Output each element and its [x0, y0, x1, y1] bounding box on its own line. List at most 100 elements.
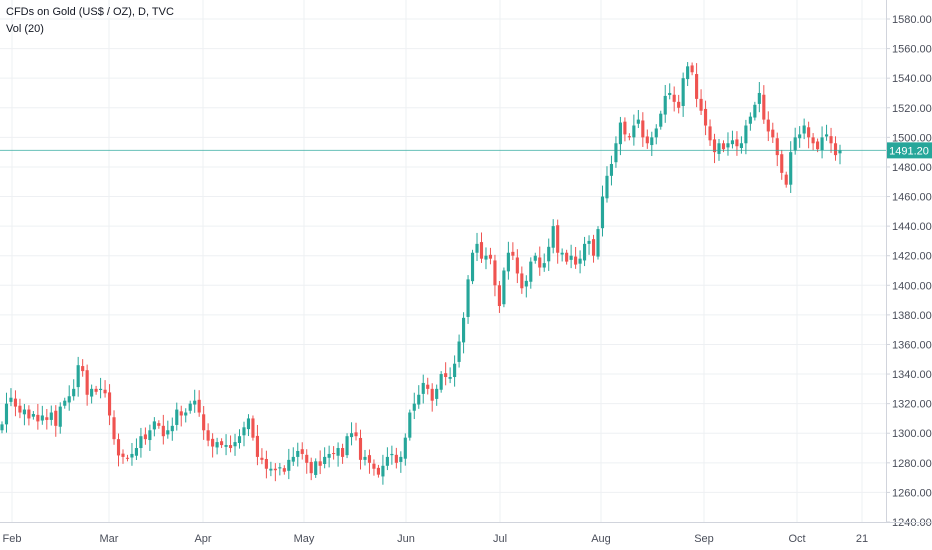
candle[interactable]: [618, 116, 622, 156]
candle[interactable]: [358, 429, 363, 470]
candle[interactable]: [708, 119, 712, 146]
candle[interactable]: [479, 232, 484, 263]
candle[interactable]: [802, 118, 806, 140]
candle[interactable]: [278, 462, 282, 476]
candle[interactable]: [390, 445, 394, 465]
candle[interactable]: [354, 422, 358, 441]
candle[interactable]: [730, 130, 735, 149]
candle[interactable]: [470, 249, 475, 285]
candle[interactable]: [166, 420, 170, 439]
candle[interactable]: [515, 249, 519, 284]
candle[interactable]: [327, 445, 331, 468]
candle[interactable]: [112, 410, 116, 445]
candle[interactable]: [600, 185, 605, 237]
candle[interactable]: [309, 457, 313, 481]
candle[interactable]: [116, 433, 121, 467]
candle[interactable]: [829, 127, 833, 153]
candle[interactable]: [291, 447, 295, 466]
volume-indicator-label[interactable]: Vol (20): [6, 23, 44, 35]
candle[interactable]: [121, 449, 125, 464]
candle[interactable]: [538, 246, 542, 276]
candle[interactable]: [184, 408, 188, 423]
candle[interactable]: [202, 406, 206, 440]
candle[interactable]: [305, 449, 309, 474]
candle[interactable]: [609, 155, 614, 186]
candle[interactable]: [668, 83, 672, 100]
candle[interactable]: [838, 144, 842, 165]
candle[interactable]: [748, 112, 752, 131]
candle[interactable]: [529, 257, 533, 289]
candle[interactable]: [385, 447, 389, 471]
candle[interactable]: [273, 463, 277, 482]
candle[interactable]: [233, 433, 237, 456]
candle[interactable]: [27, 405, 31, 426]
candle[interactable]: [67, 385, 71, 411]
candle[interactable]: [578, 250, 582, 274]
candle[interactable]: [224, 434, 228, 456]
candle[interactable]: [206, 423, 210, 447]
candle[interactable]: [9, 388, 13, 407]
candle[interactable]: [367, 449, 372, 474]
candle[interactable]: [780, 149, 784, 180]
candle[interactable]: [703, 100, 708, 136]
candle[interactable]: [152, 417, 156, 437]
candle[interactable]: [300, 442, 304, 460]
candle[interactable]: [497, 281, 501, 313]
candle[interactable]: [506, 241, 510, 280]
candle[interactable]: [798, 126, 802, 148]
candle[interactable]: [547, 238, 551, 271]
symbol-title[interactable]: CFDs on Gold (US$ / OZ), D, TVC: [6, 6, 174, 18]
candle[interactable]: [170, 417, 174, 441]
candle[interactable]: [542, 253, 546, 272]
candle[interactable]: [345, 433, 349, 459]
candle[interactable]: [175, 402, 179, 431]
candle[interactable]: [623, 117, 627, 142]
candle[interactable]: [376, 464, 380, 478]
candle[interactable]: [36, 403, 40, 430]
candle[interactable]: [211, 433, 215, 458]
candles[interactable]: [0, 62, 842, 485]
candle[interactable]: [90, 384, 94, 404]
candle[interactable]: [161, 414, 165, 445]
candle[interactable]: [381, 454, 385, 485]
candle[interactable]: [4, 392, 9, 433]
candle[interactable]: [81, 359, 85, 377]
candle[interactable]: [712, 133, 717, 164]
candle[interactable]: [237, 429, 242, 449]
candle[interactable]: [766, 111, 770, 142]
candle[interactable]: [457, 334, 461, 368]
candle[interactable]: [435, 384, 439, 406]
candle[interactable]: [269, 461, 273, 477]
candle[interactable]: [735, 131, 739, 156]
candle[interactable]: [139, 427, 143, 458]
candle[interactable]: [296, 442, 300, 467]
candle[interactable]: [94, 385, 98, 395]
candle[interactable]: [574, 246, 578, 269]
candle[interactable]: [264, 450, 268, 479]
candle[interactable]: [193, 389, 197, 413]
candle[interactable]: [627, 133, 631, 141]
candle[interactable]: [789, 141, 793, 193]
candle[interactable]: [13, 390, 18, 417]
candle[interactable]: [681, 72, 685, 117]
candle[interactable]: [807, 121, 811, 149]
candle[interactable]: [125, 454, 130, 462]
candle[interactable]: [336, 442, 340, 467]
candle[interactable]: [103, 380, 107, 398]
candle[interactable]: [632, 114, 636, 146]
candle[interactable]: [255, 424, 260, 466]
candle[interactable]: [762, 85, 766, 124]
candle[interactable]: [511, 242, 515, 260]
candle[interactable]: [287, 448, 291, 480]
candle[interactable]: [695, 63, 699, 108]
candle[interactable]: [157, 420, 161, 429]
candle[interactable]: [663, 84, 667, 123]
candle[interactable]: [560, 248, 564, 262]
candle[interactable]: [363, 449, 367, 466]
candle[interactable]: [76, 356, 80, 397]
candle[interactable]: [753, 101, 757, 121]
candle[interactable]: [811, 133, 815, 151]
candle[interactable]: [282, 465, 286, 475]
candle[interactable]: [130, 442, 134, 466]
